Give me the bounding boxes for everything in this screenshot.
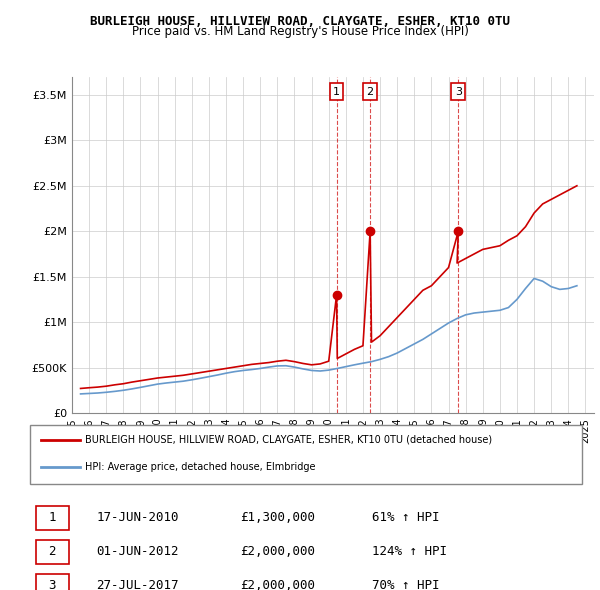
FancyBboxPatch shape [35, 574, 68, 590]
Text: 61% ↑ HPI: 61% ↑ HPI [372, 511, 440, 524]
Text: 27-JUL-2017: 27-JUL-2017 [96, 579, 179, 590]
Text: 124% ↑ HPI: 124% ↑ HPI [372, 545, 447, 558]
Text: 1: 1 [49, 511, 56, 524]
FancyBboxPatch shape [35, 540, 68, 564]
Text: £2,000,000: £2,000,000 [240, 579, 315, 590]
Text: £2,000,000: £2,000,000 [240, 545, 315, 558]
Text: £1,300,000: £1,300,000 [240, 511, 315, 524]
Text: BURLEIGH HOUSE, HILLVIEW ROAD, CLAYGATE, ESHER, KT10 0TU (detached house): BURLEIGH HOUSE, HILLVIEW ROAD, CLAYGATE,… [85, 435, 493, 444]
Text: 17-JUN-2010: 17-JUN-2010 [96, 511, 179, 524]
FancyBboxPatch shape [35, 506, 68, 530]
FancyBboxPatch shape [30, 425, 582, 484]
Text: 70% ↑ HPI: 70% ↑ HPI [372, 579, 440, 590]
Text: BURLEIGH HOUSE, HILLVIEW ROAD, CLAYGATE, ESHER, KT10 0TU: BURLEIGH HOUSE, HILLVIEW ROAD, CLAYGATE,… [90, 15, 510, 28]
Text: HPI: Average price, detached house, Elmbridge: HPI: Average price, detached house, Elmb… [85, 463, 316, 472]
Text: 1: 1 [333, 87, 340, 97]
Text: 01-JUN-2012: 01-JUN-2012 [96, 545, 179, 558]
Text: 3: 3 [49, 579, 56, 590]
Text: 2: 2 [367, 87, 374, 97]
Text: 2: 2 [49, 545, 56, 558]
Text: Price paid vs. HM Land Registry's House Price Index (HPI): Price paid vs. HM Land Registry's House … [131, 25, 469, 38]
Text: 3: 3 [455, 87, 462, 97]
